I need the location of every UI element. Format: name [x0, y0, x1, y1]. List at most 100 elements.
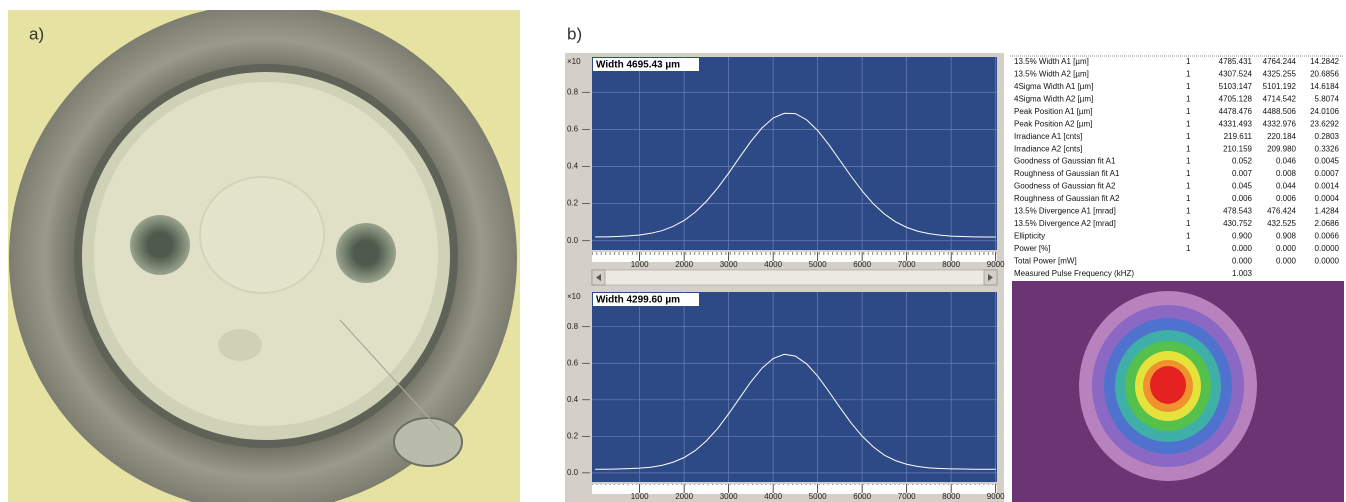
- row-value: 4331.493: [1219, 119, 1253, 128]
- row-value: 0.006: [1232, 194, 1253, 203]
- row-name: Peak Position A1 [µm]: [1014, 107, 1092, 116]
- row-value: 0.007: [1232, 169, 1253, 178]
- row-value: 4478.476: [1219, 107, 1253, 116]
- row-value: 4325.255: [1263, 70, 1297, 79]
- row-value: 430.752: [1223, 219, 1252, 228]
- x-tick-label: 3000: [720, 492, 738, 501]
- row-value: 5.8074: [1315, 94, 1340, 103]
- row-value: 4488.506: [1263, 107, 1297, 116]
- y-tick-label: 0.6: [567, 124, 579, 133]
- row-name: Goodness of Gaussian fit A2: [1014, 182, 1116, 191]
- row-count: 1: [1186, 119, 1191, 128]
- row-count: 1: [1186, 70, 1191, 79]
- row-value: 0.0066: [1315, 231, 1340, 240]
- y-tick-label: 0.6: [567, 358, 579, 367]
- row-value: 0.0045: [1315, 157, 1340, 166]
- row-name: 4Sigma Width A2 [µm]: [1014, 94, 1093, 103]
- row-name: Power [%]: [1014, 244, 1050, 253]
- scrollbar[interactable]: [591, 269, 998, 286]
- row-value: 0.044: [1276, 182, 1297, 191]
- row-value: 0.2803: [1315, 132, 1340, 141]
- y-tick-label: 0.4: [567, 162, 579, 171]
- y-tick-label: 0.0: [567, 236, 579, 245]
- row-name: Measured Pulse Frequency (kHZ): [1014, 269, 1134, 278]
- row-count: 1: [1186, 132, 1191, 141]
- x-tick-label: 1000: [631, 260, 649, 269]
- row-value: 432.525: [1267, 219, 1296, 228]
- plot-title: Width 4299.60 µm: [596, 295, 680, 306]
- row-name: Irradiance A1 [cnts]: [1014, 132, 1082, 141]
- row-count: 1: [1186, 94, 1191, 103]
- row-count: 1: [1186, 194, 1191, 203]
- row-value: 0.0014: [1315, 182, 1340, 191]
- x-tick-label: 4000: [764, 260, 782, 269]
- y-tick-label: 0.0: [567, 468, 579, 477]
- row-count: 1: [1186, 82, 1191, 91]
- row-name: Irradiance A2 [cnts]: [1014, 144, 1082, 153]
- y-multiplier: ×10: [567, 292, 581, 301]
- x-tick-label: 4000: [764, 492, 782, 501]
- row-value: 4714.542: [1263, 94, 1297, 103]
- row-value: 23.6292: [1310, 119, 1339, 128]
- panel-label: b): [567, 24, 582, 43]
- row-count: 1: [1186, 207, 1191, 216]
- row-value: 0.900: [1232, 231, 1253, 240]
- row-value: 4705.128: [1219, 94, 1253, 103]
- y-tick-label: 0.2: [567, 431, 579, 440]
- row-value: 219.611: [1224, 132, 1253, 141]
- x-tick-label: 7000: [898, 492, 916, 501]
- title-box: [593, 58, 699, 71]
- row-count: 1: [1186, 107, 1191, 116]
- row-value: 0.3326: [1315, 144, 1340, 153]
- row-value: 1.4284: [1315, 207, 1340, 216]
- x-tick-label: 8000: [942, 260, 960, 269]
- row-name: 4Sigma Width A1 [µm]: [1014, 82, 1093, 91]
- row-value: 0.0000: [1315, 256, 1340, 265]
- row-value: 0.000: [1276, 256, 1297, 265]
- plot-area: [592, 57, 997, 250]
- plot-area: [592, 292, 997, 482]
- row-value: 20.6856: [1310, 70, 1339, 79]
- y-tick-label: 0.2: [567, 199, 579, 208]
- row-value: 0.0000: [1315, 244, 1340, 253]
- x-tick-label: 3000: [720, 260, 738, 269]
- panel-label: a): [29, 24, 44, 43]
- row-value: 5103.147: [1219, 82, 1253, 91]
- ruler-ticks: [592, 484, 997, 489]
- row-value: 0.0007: [1315, 169, 1340, 178]
- row-name: 13.5% Divergence A1 [mrad]: [1014, 207, 1116, 216]
- row-value: 4785.431: [1219, 57, 1253, 66]
- row-name: Peak Position A2 [µm]: [1014, 119, 1092, 128]
- x-tick-label: 7000: [898, 260, 916, 269]
- row-count: 1: [1186, 231, 1191, 240]
- row-value: 4764.244: [1263, 57, 1297, 66]
- ruler-ticks: [592, 252, 997, 257]
- x-tick-label: 9000: [987, 260, 1005, 269]
- row-value: 24.0106: [1310, 107, 1339, 116]
- row-name: Roughness of Gaussian fit A2: [1014, 194, 1120, 203]
- row-value: 220.184: [1267, 132, 1296, 141]
- row-value: 1.003: [1232, 269, 1253, 278]
- y-tick-label: 0.8: [567, 322, 579, 331]
- row-name: 13.5% Divergence A2 [mrad]: [1014, 219, 1116, 228]
- row-value: 0.000: [1232, 256, 1253, 265]
- title-box: [593, 293, 699, 306]
- plot-title: Width 4695.43 µm: [596, 60, 680, 71]
- beam-image: [1012, 281, 1344, 502]
- x-tick-label: 5000: [809, 260, 827, 269]
- profile-line: [595, 112, 996, 238]
- x-tick-label: 1000: [631, 492, 649, 501]
- row-count: 1: [1186, 144, 1191, 153]
- x-tick-label: 2000: [675, 260, 693, 269]
- row-name: Roughness of Gaussian fit A1: [1014, 169, 1120, 178]
- row-value: 0.0004: [1315, 194, 1340, 203]
- x-tick-label: 9000: [987, 492, 1005, 501]
- row-value: 0.908: [1276, 231, 1297, 240]
- x-tick-label: 6000: [853, 492, 871, 501]
- row-value: 0.045: [1232, 182, 1253, 191]
- row-value: 0.006: [1276, 194, 1297, 203]
- photo: [8, 10, 520, 502]
- row-value: 0.000: [1232, 244, 1253, 253]
- row-value: 2.0686: [1315, 219, 1340, 228]
